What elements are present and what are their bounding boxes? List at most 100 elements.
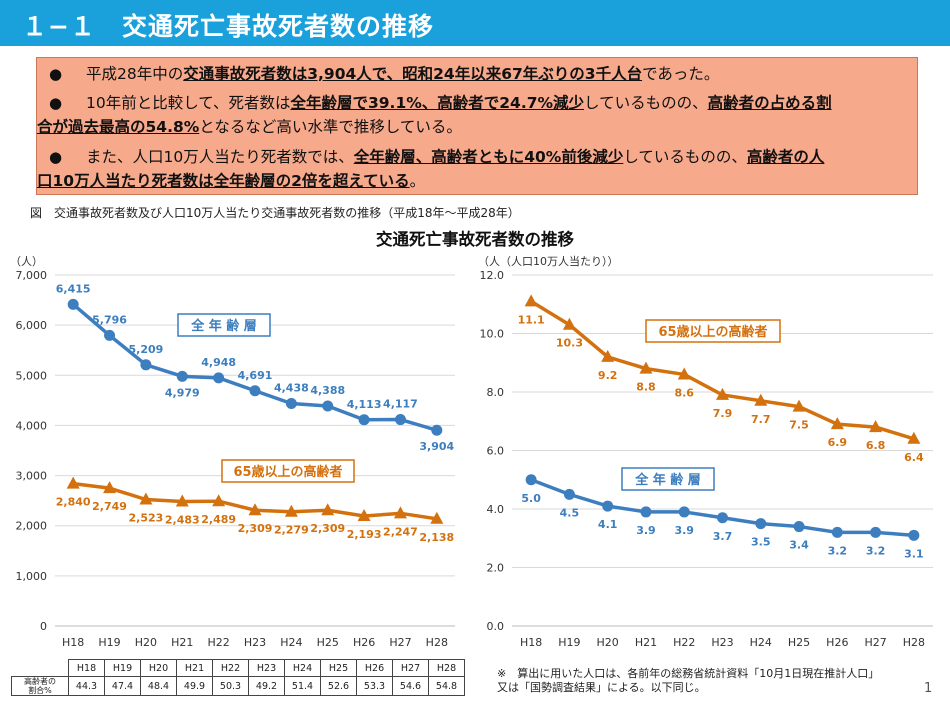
table-cell: 49.9 [176,676,213,696]
row-label-line1: 高齢者の [24,677,56,686]
x-tick-label: H22 [673,636,695,649]
summary-line: 平成28年中の交通事故死者数は3,904人で、昭和24年以来67年ぶりの3千人台… [86,62,906,86]
summary-emphasis: 高齢者の人 [746,148,825,166]
data-point [430,511,444,524]
footnote-line1: ※ 算出に用いた人口は、各前年の総務省統計資料「10月1日現在推計人口」 [497,667,880,680]
x-tick-label: H28 [903,636,925,649]
data-label: 2,749 [92,500,127,513]
x-tick-label: H20 [135,636,157,649]
data-point [793,521,805,533]
data-point [563,488,575,500]
summary-segment: 。 [409,172,426,190]
data-point [602,500,614,512]
table-header-cell: H18 [68,659,105,677]
y-tick-label: 10.0 [480,328,505,341]
fatalities-per-100k-chart: 0.0 2.0 4.0 6.0 8.0 10.0 12.0（人（人口10万人当たり）） H18… [478,254,933,649]
legend-box [621,467,715,491]
data-point [322,400,334,412]
data-label: 3.2 [866,544,886,557]
data-label: 10.3 [556,337,583,350]
table-cell: 51.4 [284,676,321,696]
data-point [285,397,297,409]
summary-emphasis: 口10万人当たり死者数は全年齢層の2倍を超えている [37,172,410,190]
table-header-cell: H21 [176,659,213,677]
table-cell: 50.3 [212,676,249,696]
data-point [431,424,443,436]
summary-emphasis: 全年齢層で39.1%、高齢者で24.7%減少 [290,94,585,112]
data-point [677,367,691,380]
data-point [639,361,653,374]
data-point [176,370,188,382]
y-tick-label: 6.0 [487,445,505,458]
data-label: 2,138 [419,531,454,544]
data-point [67,298,79,310]
fatalities-chart: 0 1,000 2,000 3,000 4,000 5,000 6,000 7,000（人） H… [10,255,455,649]
data-point [908,529,920,541]
legend-label: 65歳以上の高齢者 [233,464,342,480]
data-label: 2,489 [201,513,236,526]
row-label-line2: 割合% [28,686,52,695]
legend-box [221,459,355,483]
data-label: 3.1 [904,547,924,560]
table-cell: 52.6 [320,676,357,696]
data-point [394,414,406,426]
data-label: 4.1 [598,518,618,531]
summary-emphasis: 合が過去最高の54.8% [37,118,200,136]
summary-line: 口10万人当たり死者数は全年齢層の2倍を超えている。 [37,169,906,193]
data-label: 3.7 [713,530,733,543]
summary-emphasis: 交通事故死者数は3,904人で、昭和24年以来67年ぶりの3千人台 [183,65,643,83]
data-label: 4,438 [274,381,309,394]
data-point [103,481,117,494]
data-label: 4,979 [165,386,200,399]
data-point [525,474,537,486]
y-tick-label: 5,000 [16,369,48,382]
data-point [678,506,690,518]
chart-title: 交通死亡事故死者数の推移 [376,230,574,249]
data-label: 9.2 [598,369,618,382]
y-tick-label: 0 [40,620,47,633]
data-point [212,494,226,507]
summary-segment: 10年前と比較して、死者数は [86,94,291,112]
data-point [869,420,883,433]
summary-segment: また、人口10万人当たり死者数では、 [86,148,354,166]
data-point [601,349,615,362]
y-tick-label: 12.0 [480,269,505,282]
y-tick-label: 2.0 [487,562,505,575]
page-title: １−１ 交通死亡事故死者数の推移 [22,12,434,41]
data-label: 2,309 [238,522,273,535]
data-label: 7.5 [789,419,809,432]
y-tick-label: 1,000 [16,570,48,583]
page-header: １−１ 交通死亡事故死者数の推移 [0,0,950,46]
x-tick-label: H28 [426,636,448,649]
summary-emphasis: 全年齢層、高齢者ともに40%前後減少 [353,148,624,166]
page-number: 1 [924,681,933,696]
summary-line: 合が過去最高の54.8%となるなど高い水準で推移している。 [37,115,906,139]
y-tick-label: 0.0 [487,620,505,633]
data-point [175,494,189,507]
data-point [831,526,843,538]
footnote-line2: 又は「国勢調査結果」による。以下同じ。 [497,681,706,694]
data-label: 2,279 [274,524,309,537]
data-label: 3.2 [828,544,848,557]
summary-line: 10年前と比較して、死者数は全年齢層で39.1%、高齢者で24.7%減少している… [86,91,906,115]
data-label: 2,247 [383,525,418,538]
table-header-cell: H22 [212,659,249,677]
data-point [524,294,538,307]
x-tick-label: H19 [98,636,120,649]
data-label: 5,796 [92,313,127,326]
data-label: 4.5 [560,506,580,519]
y-axis-label: （人） [10,255,43,268]
bullet-icon: ● [49,94,63,112]
data-point [213,372,225,384]
figure-caption: 図 交通事故死者数及び人口10万人当たり交通事故死者数の推移（平成18年〜平成2… [30,206,520,220]
summary-line: また、人口10万人当たり死者数では、全年齢層、高齢者ともに40%前後減少している… [86,145,906,169]
legend-label: 全 年 齢 層 [634,472,701,488]
summary-text: また、人口10万人当たり死者数では、全年齢層、高齢者ともに40%前後減少している… [37,145,906,193]
table-cell: 44.3 [68,676,105,696]
data-label: 4,948 [201,356,236,369]
legend-box [645,319,781,343]
data-point [393,506,407,519]
data-label: 3.9 [674,524,694,537]
table-header-cell: H24 [284,659,321,677]
y-tick-label: 4.0 [487,503,505,516]
